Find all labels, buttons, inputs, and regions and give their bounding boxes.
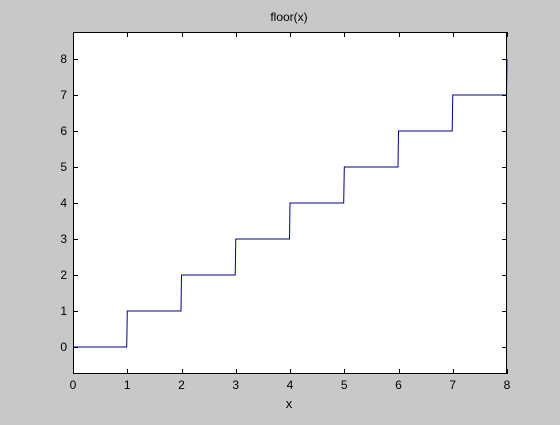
y-tick-label: 6 bbox=[60, 124, 67, 138]
y-tick-label: 3 bbox=[60, 232, 67, 246]
y-tick-label: 4 bbox=[60, 196, 67, 210]
y-tick-label: 7 bbox=[60, 88, 67, 102]
y-tick-label: 5 bbox=[60, 160, 67, 174]
x-tick-label: 7 bbox=[449, 378, 456, 392]
y-tick-label: 8 bbox=[60, 52, 67, 66]
axes-frame bbox=[73, 32, 507, 374]
x-tick-label: 1 bbox=[124, 378, 131, 392]
x-tick-label: 3 bbox=[232, 378, 239, 392]
chart-title: floor(x) bbox=[270, 10, 307, 24]
x-tick-label: 8 bbox=[504, 378, 511, 392]
y-tick-label: 0 bbox=[60, 340, 67, 354]
x-tick-label: 0 bbox=[70, 378, 77, 392]
x-tick-label: 6 bbox=[395, 378, 402, 392]
x-tick-label: 4 bbox=[287, 378, 294, 392]
series-layer bbox=[73, 58, 508, 348]
y-tick-label: 2 bbox=[60, 268, 67, 282]
x-tick-label: 2 bbox=[178, 378, 185, 392]
series-line-floor bbox=[73, 58, 508, 348]
y-tick-label: 1 bbox=[60, 304, 67, 318]
x-tick-label: 5 bbox=[341, 378, 348, 392]
x-axis-label: x bbox=[286, 396, 293, 411]
